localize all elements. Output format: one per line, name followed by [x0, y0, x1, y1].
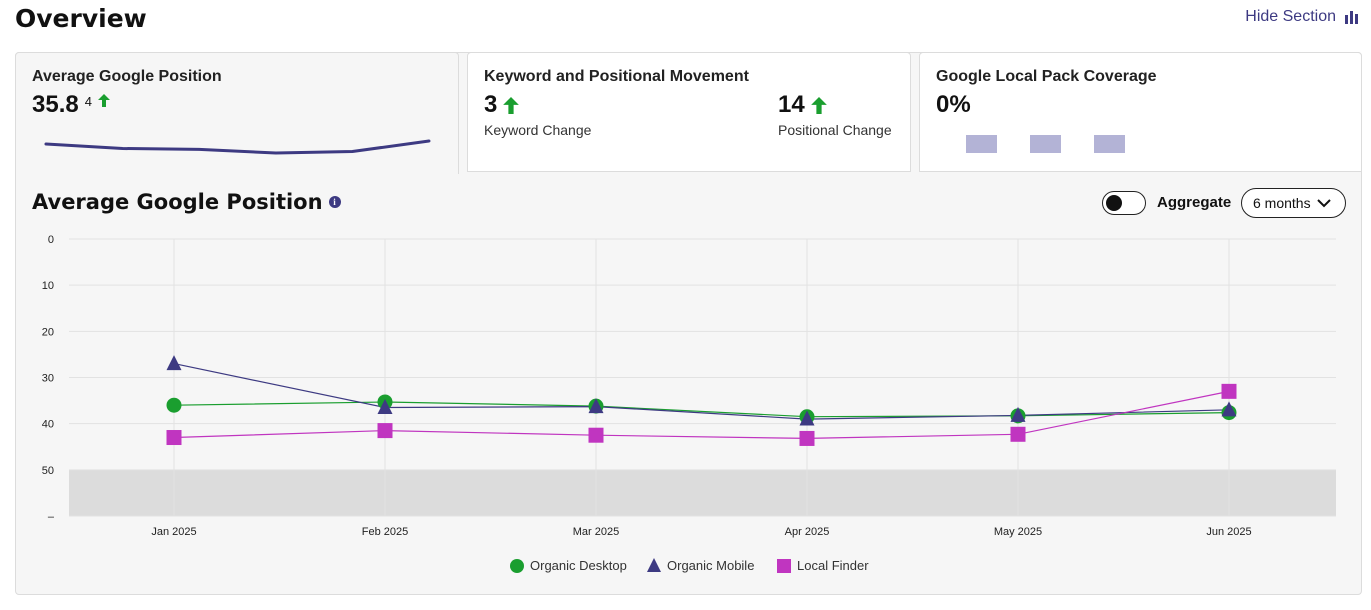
x-tick-label: Apr 2025: [785, 526, 830, 538]
card-title: Keyword and Positional Movement: [484, 68, 749, 85]
aggregate-label: Aggregate: [1157, 194, 1232, 211]
x-tick-label: Jun 2025: [1206, 526, 1251, 538]
y-tick-label: 30: [42, 373, 54, 385]
data-point: [377, 399, 393, 415]
local-pack-value: 0%: [936, 91, 971, 118]
bar-chart-icon: [1345, 11, 1358, 24]
y-tick-label: 50: [42, 465, 54, 477]
keyword-change-label: Keyword Change: [484, 122, 592, 138]
card-google-local-pack-coverage[interactable]: Google Local Pack Coverage 0%: [919, 52, 1362, 172]
legend-marker: [777, 559, 791, 573]
x-tick-label: Jan 2025: [151, 526, 196, 538]
legend-marker: [647, 558, 661, 572]
series-line: [173, 390, 1230, 440]
period-select[interactable]: 6 months: [1241, 188, 1346, 218]
up-arrow-icon: [503, 96, 520, 114]
legend-label: Organic Desktop: [530, 558, 627, 573]
hide-section-button[interactable]: Hide Section: [1245, 8, 1359, 26]
chart-title-text: Average Google Position: [32, 190, 323, 214]
aggregate-toggle[interactable]: [1102, 191, 1146, 215]
info-icon[interactable]: i: [328, 196, 341, 208]
average-position-change: 4: [84, 94, 92, 109]
data-point: [166, 397, 182, 413]
y-tick-label: 20: [42, 326, 54, 338]
page-title: Overview: [15, 4, 147, 33]
up-arrow-icon: [97, 94, 110, 107]
series-line: [173, 363, 1230, 420]
card-title: Google Local Pack Coverage: [936, 68, 1157, 85]
chevron-down-icon: [1316, 198, 1331, 207]
hide-section-label: Hide Section: [1245, 8, 1336, 25]
data-point: [1010, 406, 1026, 422]
y-tick-label: –: [48, 511, 55, 523]
legend-label: Organic Mobile: [667, 558, 754, 573]
keyword-change-value: 3: [484, 91, 498, 118]
series-line: [173, 401, 1230, 418]
period-select-value: 6 months: [1253, 195, 1311, 211]
y-tick-label: 10: [42, 280, 54, 292]
positional-change-label: Positional Change: [778, 122, 892, 138]
average-position-value: 35.8: [32, 91, 79, 118]
chart-title: Average Google Position i: [32, 190, 341, 214]
toggle-knob: [1106, 194, 1122, 211]
card-title: Average Google Position: [32, 68, 222, 85]
data-point: [588, 427, 604, 443]
x-tick-label: May 2025: [994, 526, 1042, 538]
positional-change-value: 14: [778, 91, 805, 118]
y-tick-label: 40: [42, 419, 54, 431]
data-point: [1221, 383, 1237, 399]
card-keyword-positional-movement[interactable]: Keyword and Positional Movement 3 Keywor…: [467, 52, 911, 172]
x-tick-label: Mar 2025: [573, 526, 619, 538]
coverage-bar: [966, 135, 997, 153]
card-average-google-position[interactable]: Average Google Position 35.8 4: [15, 52, 459, 174]
data-point: [799, 410, 815, 426]
data-point: [377, 423, 393, 439]
data-point: [1010, 426, 1026, 442]
legend-marker: [510, 559, 524, 573]
x-tick-label: Feb 2025: [362, 526, 408, 538]
data-point: [1221, 401, 1237, 417]
coverage-bar: [1094, 135, 1125, 153]
data-point: [588, 398, 604, 414]
coverage-bar: [1030, 135, 1061, 153]
data-point: [166, 355, 182, 371]
data-point: [166, 430, 182, 446]
out-of-range-region: [69, 469, 1336, 516]
sparkline: [44, 139, 431, 155]
legend-label: Local Finder: [797, 558, 869, 573]
y-tick-label: 0: [48, 234, 54, 246]
data-point: [799, 430, 815, 446]
up-arrow-icon: [810, 96, 827, 114]
